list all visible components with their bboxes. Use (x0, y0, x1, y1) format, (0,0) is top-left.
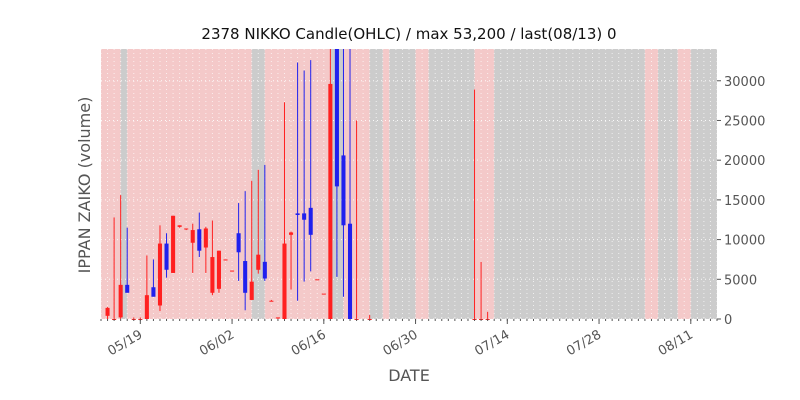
x-tick-label: 06/16 (289, 327, 329, 359)
candle-body (282, 243, 287, 319)
candle-body (302, 213, 307, 220)
shade-band (644, 49, 659, 319)
shade-band (382, 49, 390, 319)
candle-body (308, 207, 313, 235)
candle-body (151, 287, 156, 297)
candle-body (203, 228, 208, 248)
candle-body (105, 307, 110, 316)
candle-body (177, 225, 182, 227)
candle-body (157, 243, 163, 306)
candle-body (289, 232, 294, 235)
candle-body (223, 259, 228, 261)
shade-band (428, 49, 475, 319)
candle-body (334, 49, 339, 187)
candle-body (321, 293, 326, 295)
x-tick-label: 07/14 (472, 327, 512, 359)
x-tick-label: 08/11 (656, 327, 696, 359)
candle-body (262, 261, 267, 279)
y-tick-label: 0 (724, 313, 732, 328)
x-axis-label: DATE (388, 366, 430, 385)
candle-body (243, 261, 248, 293)
candle-body (347, 223, 353, 319)
candle-body (328, 83, 333, 319)
chart-title: 2378 NIKKO Candle(OHLC) / max 53,200 / l… (201, 25, 616, 43)
candle-body (275, 317, 280, 319)
candle-body (190, 230, 195, 243)
candle-body (184, 228, 189, 230)
candle-body (197, 229, 202, 251)
shade-band (494, 49, 645, 319)
x-tick-label: 06/30 (381, 327, 421, 359)
candle-body (341, 155, 346, 226)
candle-body (210, 257, 215, 293)
candle-body (269, 300, 274, 302)
candle-body (118, 284, 123, 318)
y-tick-label: 30000 (724, 75, 765, 90)
candle-body (256, 254, 261, 270)
candle-body (164, 243, 169, 270)
candle-body (216, 250, 221, 289)
candle-body (171, 215, 176, 273)
shade-band (415, 49, 429, 319)
candle-body (249, 281, 254, 300)
candle-body (295, 213, 300, 215)
plot-area: 0 5000 10000 15000 20000 25000 30000 05/19 06/02… (100, 49, 765, 359)
candle-body (236, 233, 241, 253)
y-tick-label: 25000 (724, 114, 765, 129)
candle-body (125, 284, 130, 293)
candle-body (315, 279, 320, 281)
shade-band (120, 49, 128, 319)
y-tick-label: 15000 (724, 194, 765, 209)
shade-band (127, 49, 252, 319)
x-tick-label: 06/02 (197, 327, 237, 359)
shade-band (101, 49, 121, 319)
shade-band (369, 49, 383, 319)
y-tick-label: 5000 (724, 273, 757, 288)
y-axis-label: IPPAN ZAIKO (volume) (75, 97, 94, 274)
shade-band (658, 49, 678, 319)
y-tick-label: 20000 (724, 154, 765, 169)
x-tick-label: 05/19 (105, 327, 145, 359)
shade-band (474, 49, 495, 319)
candle-body (230, 270, 235, 272)
x-tick-label: 07/28 (564, 327, 604, 359)
candle-body (144, 295, 149, 319)
shade-band (677, 49, 691, 319)
y-tick-label: 10000 (724, 234, 765, 249)
